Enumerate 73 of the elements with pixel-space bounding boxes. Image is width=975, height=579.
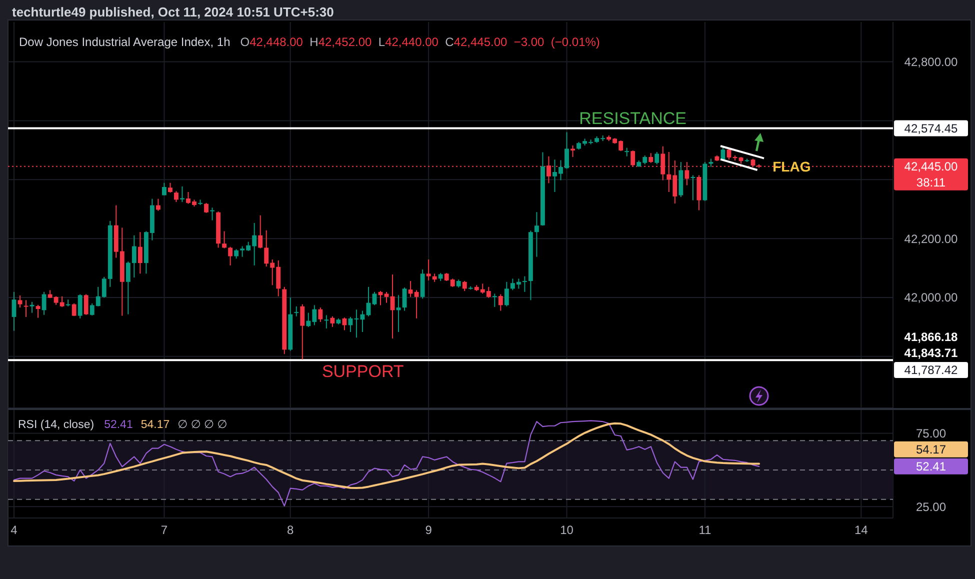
candlestick	[324, 314, 329, 329]
x-tick-label: 10	[560, 523, 574, 538]
candlestick	[258, 214, 263, 249]
candlestick	[426, 258, 431, 281]
y-tick-label: 25.00	[916, 500, 946, 514]
candlestick	[180, 186, 184, 203]
candlestick	[420, 269, 425, 300]
candlestick	[648, 152, 654, 164]
candlestick	[210, 207, 214, 221]
text: RSI (14, close)	[18, 419, 94, 432]
candlestick	[234, 248, 239, 260]
text: 52.41	[916, 460, 946, 474]
text: O42,448.00 H42,452.00 L42,440.00 C42,445.00 −3.00 (−0.01%)	[240, 35, 600, 50]
candlestick	[18, 294, 22, 308]
text: 54.17	[916, 442, 946, 457]
annotation: ∅ ∅ ∅ ∅	[178, 419, 228, 432]
x-tick-label: 14	[854, 523, 868, 538]
candlestick	[72, 302, 76, 317]
annotation: FLAG	[772, 158, 811, 174]
candlestick	[696, 174, 702, 211]
candlestick	[36, 304, 40, 318]
ref-line-label: 41,787.42	[904, 363, 958, 378]
candlestick	[174, 190, 178, 203]
candlestick	[492, 293, 497, 308]
candlestick	[84, 294, 88, 316]
candlestick	[330, 316, 335, 328]
candlestick	[522, 276, 527, 292]
text: techturtle49 published, Oct 11, 2024 10:51 UTC+5:30	[12, 4, 334, 20]
candlestick	[156, 198, 160, 212]
candlestick	[402, 286, 407, 312]
candlestick	[318, 307, 323, 322]
candlestick	[204, 202, 208, 214]
x-tick-label: 7	[160, 523, 168, 538]
candlestick	[222, 230, 227, 249]
candlestick	[690, 174, 696, 201]
y-tick-label: 42,200.00	[904, 232, 958, 246]
candlestick	[396, 294, 401, 332]
candlestick	[504, 281, 509, 307]
text: Dow Jones Industrial Average Index, 1h	[19, 35, 230, 50]
candlestick	[300, 304, 305, 360]
y-tick-label: 75.00	[916, 426, 946, 440]
candlestick	[654, 151, 660, 165]
x-tick-label: 8	[287, 523, 294, 538]
text: 41,843.71	[904, 346, 958, 360]
candlestick	[162, 182, 166, 196]
candlestick	[384, 291, 389, 304]
candlestick	[498, 294, 503, 312]
y-tick-label: 42,800.00	[904, 54, 958, 69]
candlestick	[30, 301, 34, 314]
candlestick	[342, 317, 347, 331]
y-tick-label: 42,000.00	[904, 290, 958, 305]
annotation: 54.17	[140, 419, 170, 432]
candlestick	[168, 182, 172, 194]
candlestick	[78, 294, 82, 319]
candlestick	[462, 280, 467, 292]
candlestick	[534, 212, 539, 258]
annotation: SUPPORT	[322, 362, 404, 381]
x-tick-label: 11	[698, 523, 712, 538]
x-tick-label: 9	[425, 523, 432, 538]
annotation: RESISTANCE	[579, 109, 686, 128]
candlestick	[12, 291, 16, 332]
candlestick	[570, 144, 575, 158]
x-tick-label: 4	[10, 523, 18, 538]
line-series	[13, 420, 760, 506]
text: 41,866.18	[904, 330, 958, 344]
candlestick	[228, 246, 233, 266]
candlestick	[294, 306, 299, 317]
annotation: 52.41	[104, 419, 133, 432]
candlestick	[138, 232, 142, 274]
candlestick	[42, 291, 46, 316]
candlestick	[372, 291, 377, 306]
ref-line-label: 42,574.45	[904, 121, 958, 136]
ref-line-label: 42,445.00 38:11	[904, 160, 958, 190]
